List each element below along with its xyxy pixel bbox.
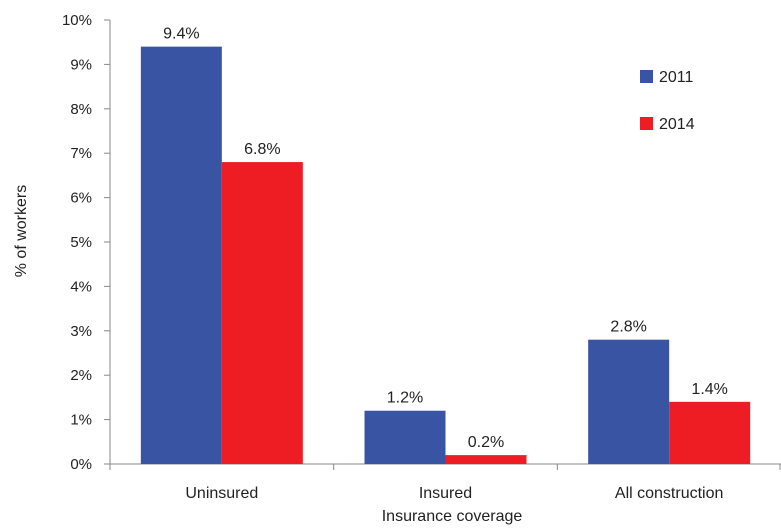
y-tick-label: 10% (62, 12, 92, 29)
legend-swatch (640, 70, 653, 83)
legend-label: 2011 (659, 69, 694, 86)
y-tick-label: 5% (70, 234, 92, 251)
y-tick-label: 4% (70, 278, 92, 295)
y-tick-label: 8% (70, 101, 92, 118)
data-label: 9.4% (163, 26, 199, 43)
y-axis-title: % of workers (13, 185, 30, 277)
bar-2011 (140, 46, 222, 464)
data-label: 2.8% (610, 319, 646, 336)
legend: 2011 2014 (640, 69, 695, 133)
x-tick-label: All construction (615, 485, 724, 502)
bar-2011 (588, 339, 670, 464)
y-axis: 0% 1% 2% 3% 4% 5% 6% 7% 8% 9% 10% (62, 12, 111, 473)
y-tick-label: 2% (70, 367, 92, 384)
data-label: 6.8% (244, 141, 280, 158)
x-tick-label: Uninsured (185, 485, 258, 502)
data-label: 1.4% (691, 381, 727, 398)
x-axis: Uninsured Insured All construction (109, 463, 781, 502)
data-label: 0.2% (468, 434, 504, 451)
x-tick-label: Insured (419, 485, 472, 502)
y-tick-label: 9% (70, 56, 92, 73)
bar-2014 (221, 162, 303, 464)
data-labels: 9.4% 6.8% 1.2% 0.2% 2.8% 1.4% (163, 26, 728, 451)
y-tick-label: 7% (70, 145, 92, 162)
y-tick-label: 3% (70, 323, 92, 340)
legend-swatch (640, 117, 653, 130)
bar-2014 (445, 455, 527, 464)
bars (140, 46, 751, 464)
bar-2011 (364, 410, 446, 464)
legend-label: 2014 (659, 116, 695, 133)
y-tick-label: 1% (70, 412, 92, 429)
y-tick-label: 6% (70, 190, 92, 207)
y-tick-label: 0% (70, 456, 92, 473)
bar-2014 (669, 401, 751, 464)
x-axis-title: Insurance coverage (382, 508, 523, 525)
data-label: 1.2% (387, 390, 423, 407)
